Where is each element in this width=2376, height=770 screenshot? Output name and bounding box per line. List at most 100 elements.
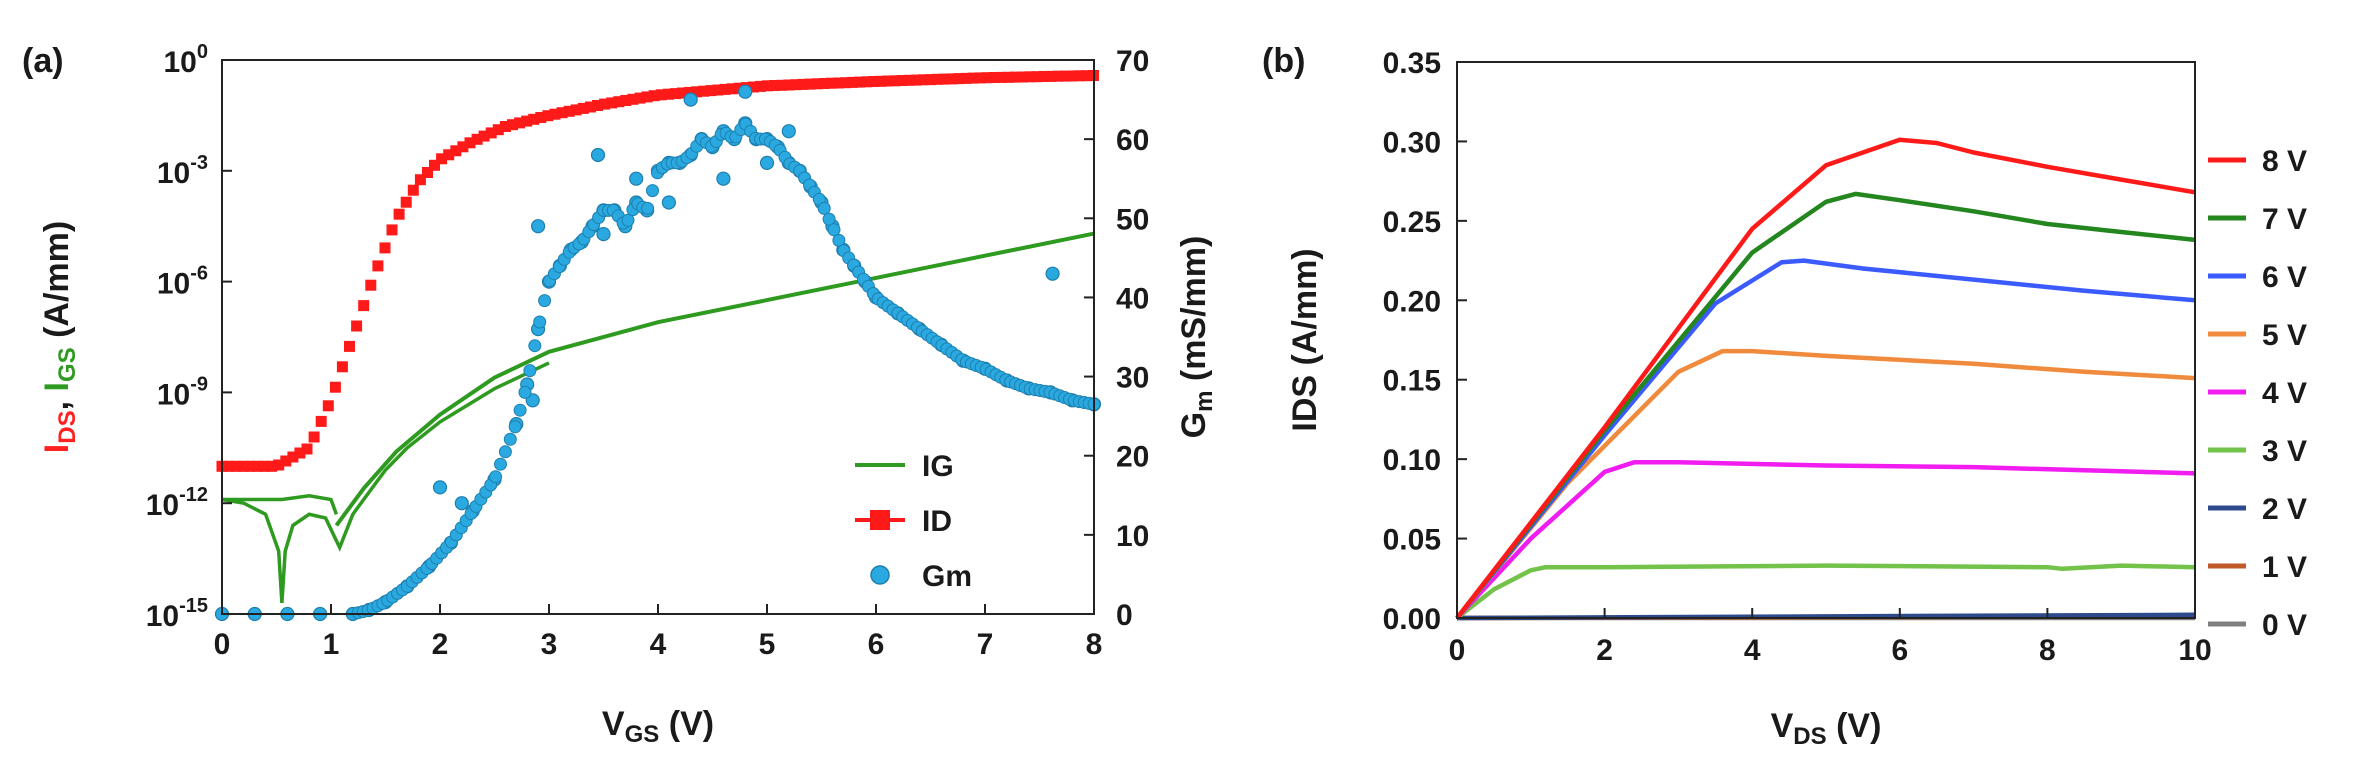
id-point: [379, 242, 391, 254]
legend-label: 7 V: [2262, 203, 2307, 236]
id-point: [719, 83, 731, 95]
id-point: [499, 121, 511, 132]
id-point: [485, 127, 497, 139]
id-point: [903, 74, 915, 86]
x-tick-label: 2: [1596, 634, 1613, 667]
gm-point: [503, 432, 517, 446]
id-point: [939, 73, 951, 85]
x-tick-label: 6: [1891, 634, 1908, 667]
gm-point: [523, 364, 537, 378]
panel-a-y-ticks-right: 70 60 50 40 30 20 10 0: [1084, 45, 1149, 632]
vgs-curve-3V: [1455, 563, 2196, 620]
id-point: [329, 381, 341, 393]
id-point: [422, 167, 433, 178]
id-point: [592, 100, 603, 111]
id-point: [365, 279, 377, 291]
y-right-tick-label: 60: [1116, 124, 1149, 157]
id-point: [712, 84, 724, 96]
legend-label: 1 V: [2262, 551, 2307, 584]
id-point: [301, 443, 313, 455]
id-point: [825, 77, 837, 89]
x-tick-label: 3: [541, 628, 558, 661]
id-point: [655, 89, 667, 101]
id-point: [790, 79, 802, 91]
vgs-curve-5V: [1455, 348, 2196, 620]
x-tick-label: 4: [650, 628, 667, 661]
x-tick-label: 0: [214, 628, 231, 661]
id-point: [570, 104, 582, 116]
legend-label: 3 V: [2262, 435, 2307, 468]
id-point: [783, 79, 795, 91]
panel-a-frame: [221, 59, 1095, 615]
id-point: [1038, 71, 1050, 82]
gm-point: [494, 457, 507, 471]
id-point: [584, 101, 596, 113]
legend-label: 4 V: [2262, 377, 2307, 410]
id-point: [336, 361, 348, 373]
id-point: [634, 92, 646, 104]
id-point: [698, 85, 710, 97]
vgs-curve-7V: [1455, 191, 2196, 620]
gm-point: [530, 219, 546, 234]
y-right-tick-label: 70: [1116, 45, 1149, 78]
id-point: [294, 447, 306, 459]
gm-point: [596, 227, 611, 242]
id-point: [322, 400, 334, 412]
id-point: [542, 110, 554, 122]
y-left-tick-label: 10-12: [146, 484, 208, 522]
legend-label: 0 V: [2262, 609, 2307, 642]
id-point: [351, 320, 363, 332]
id-point: [946, 73, 958, 85]
y-right-tick-label: 10: [1116, 520, 1149, 553]
panel-b-y-label: IDS (A/mm): [1286, 248, 1324, 431]
legend-label: 5 V: [2262, 319, 2307, 352]
id-point: [478, 130, 490, 142]
gm-point: [528, 339, 542, 353]
id-point: [896, 75, 908, 86]
panel-b: (b) 0 2 4 6 8 10 0.35 0.30 0.25 0.20 0.15 0.10 0.05…: [1262, 42, 2307, 750]
x-tick-label: 0: [1449, 634, 1466, 667]
y-left-tick-label: 10-3: [157, 152, 208, 190]
legend-label: 8 V: [2262, 145, 2307, 178]
id-point: [684, 86, 696, 98]
id-point: [1031, 71, 1043, 83]
id-point: [230, 460, 242, 472]
gm-point: [641, 201, 655, 215]
legend-gm-label: Gm: [922, 560, 972, 593]
id-point: [471, 133, 483, 145]
panel-a-x-ticks: 0 1 2 3 4 5 6 7 8: [214, 604, 1103, 661]
x-tick-label: 8: [1086, 628, 1103, 661]
gm-point: [832, 233, 846, 247]
y-tick-label: 0.10: [1383, 444, 1441, 477]
id-point: [1066, 70, 1078, 82]
gm-point: [1045, 266, 1060, 281]
id-point: [910, 74, 922, 86]
y-tick-label: 0.05: [1383, 524, 1441, 557]
gm-point: [822, 212, 836, 226]
vgs-curve-8V: [1455, 137, 2196, 620]
id-point: [1010, 71, 1021, 83]
id-point: [514, 117, 526, 129]
panel-b-y-ticks: 0.35 0.30 0.25 0.20 0.15 0.10 0.05 0.00: [1383, 47, 1467, 636]
gm-point: [533, 315, 547, 329]
y-left-tick-label: 10-15: [146, 595, 208, 633]
id-point: [974, 72, 986, 84]
id-point: [223, 460, 235, 472]
id-point: [705, 85, 717, 97]
gm-point: [646, 184, 659, 198]
id-point: [981, 72, 993, 84]
gm-point: [781, 124, 796, 139]
id-point: [925, 74, 936, 86]
gm-point: [817, 201, 831, 215]
id-point: [988, 72, 1000, 83]
id-point: [1024, 71, 1036, 83]
id-point: [861, 76, 873, 88]
y-tick-label: 0.30: [1383, 126, 1441, 159]
id-point: [932, 73, 944, 85]
id-point: [662, 88, 674, 100]
x-tick-label: 2: [432, 628, 449, 661]
id-point: [308, 431, 320, 443]
x-tick-label: 6: [868, 628, 885, 661]
y-right-tick-label: 20: [1116, 441, 1149, 474]
id-point: [648, 90, 660, 102]
